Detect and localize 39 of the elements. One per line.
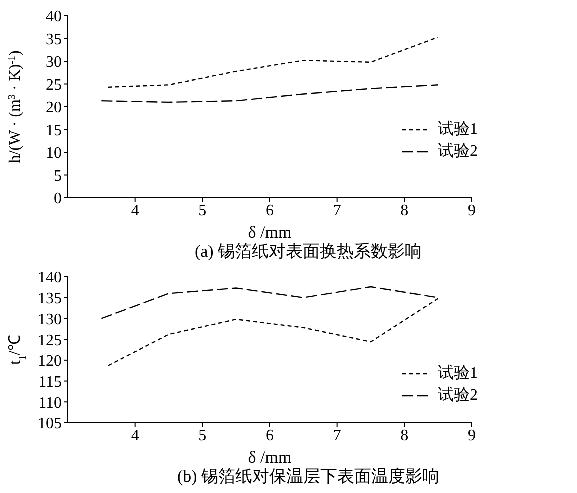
y-tick-label: 30: [46, 54, 62, 72]
x-axis-title: δ /mm: [248, 448, 292, 467]
text: (a) 锡箔纸对表面换热系数影响: [194, 241, 424, 263]
y-tick-label: 105: [38, 416, 62, 433]
y-tick-label: 140: [38, 270, 62, 287]
x-tick-label: 9: [468, 427, 476, 444]
x-tick-label: 5: [198, 202, 207, 220]
x-tick-label: 7: [333, 427, 342, 444]
y-tick-label: 35: [46, 31, 62, 48]
x-tick-label: 8: [400, 202, 409, 220]
x-tick-label: 9: [468, 202, 476, 220]
y-tick-label: 25: [46, 76, 62, 94]
x-tick-label: 4: [131, 427, 140, 444]
line-series: [108, 36, 439, 88]
legend-label: 试验1: [438, 120, 478, 140]
y-tick-label: 130: [38, 311, 62, 328]
y-tick-label: 5: [54, 168, 62, 185]
y-tick-label: 10: [46, 145, 62, 162]
x-tick-label: 6: [266, 202, 274, 220]
x-tick-label: 4: [131, 202, 140, 220]
x-axis-title: δ /mm: [248, 223, 292, 242]
legend-label: 试验2: [438, 386, 478, 406]
y-tick-label: 125: [38, 332, 62, 350]
legend-label: 试验2: [438, 142, 478, 162]
x-tick-label: 5: [198, 427, 207, 444]
y-tick-label: 135: [38, 290, 62, 308]
y-tick-label: 15: [46, 122, 62, 140]
y-tick-label: 20: [46, 100, 62, 117]
x-tick-label: 8: [400, 427, 409, 444]
x-tick-label: 7: [333, 202, 342, 220]
y-tick-label: 0: [54, 190, 62, 208]
line-series: [101, 84, 439, 104]
text: (b) 锡箔纸对保温层下表面温度影响: [176, 466, 441, 488]
y-tick-label: 40: [46, 8, 62, 26]
x-tick-label: 6: [266, 427, 274, 444]
legend-label: 试验1: [438, 364, 478, 384]
y-tick-label: 120: [38, 353, 62, 370]
y-tick-label: 110: [38, 394, 62, 412]
y-tick-label: 115: [38, 374, 62, 391]
